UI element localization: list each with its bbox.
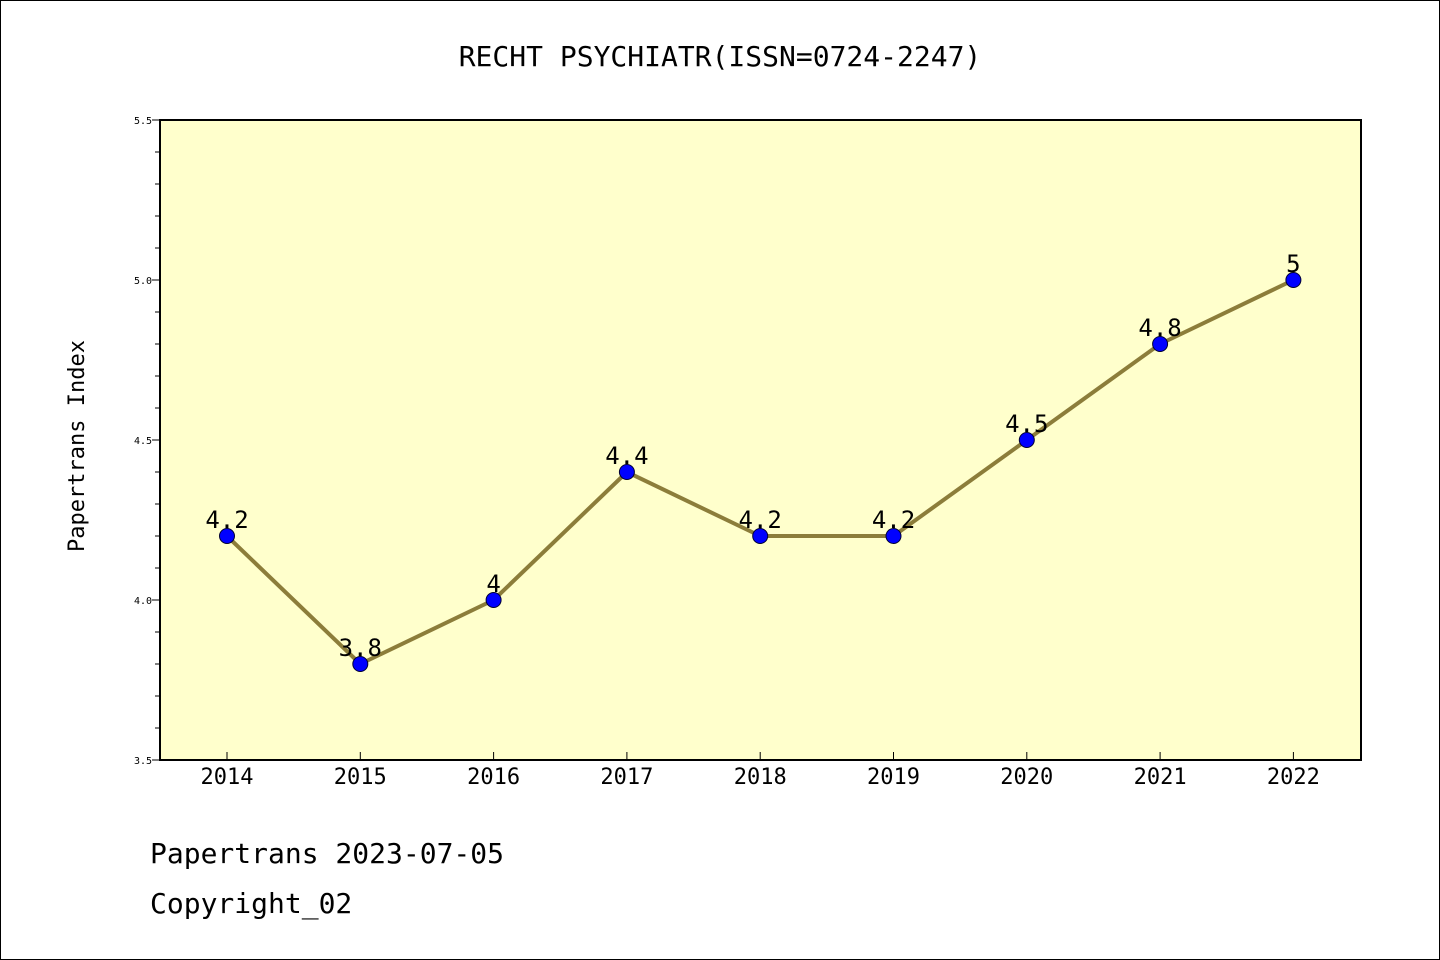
data-point [752,528,769,544]
footer-date-text: Papertrans 2023-07-05 [150,837,504,870]
footer-copyright-text: Copyright_02 [150,887,352,921]
data-point [1152,336,1169,352]
data-markers [219,272,1302,672]
data-label: 4.4 [605,442,648,470]
x-tick-label: 2019 [867,765,920,790]
data-point [485,592,502,608]
x-tick-label: 2016 [467,765,520,790]
data-point [885,528,902,544]
data-label: 4.5 [1005,410,1048,438]
data-label: 4.2 [872,506,915,534]
y-tick-label: 5.5 [134,116,152,127]
x-tick-label: 2022 [1267,765,1320,790]
x-tick-label: 2021 [1134,765,1187,790]
x-tick-label: 2018 [734,765,787,790]
data-point [1018,432,1035,448]
chart-title: RECHT PSYCHIATR(ISSN=0724-2247) [459,40,982,73]
data-point [618,464,635,480]
data-label: 4.8 [1138,314,1181,342]
data-point [1285,272,1302,288]
data-label: 5 [1286,250,1300,278]
y-axis-ticks: 3.5 4.0 4.5 5.0 5.5 [134,116,160,767]
data-labels: 4.2 3.8 4 4.4 4.2 4.2 4.5 4.8 5 [205,250,1300,662]
data-point [219,528,235,544]
data-label: 3.8 [339,634,382,662]
data-label: 4 [486,570,500,598]
x-tick-label: 2020 [1000,765,1053,790]
y-tick-label: 5.0 [134,276,152,287]
y-tick-label: 4.5 [134,436,152,447]
plot-area [159,119,1362,761]
x-tick-label: 2017 [600,765,653,790]
data-label: 4.2 [739,506,782,534]
data-point [352,656,369,672]
x-tick-label: 2014 [201,765,254,790]
y-tick-label: 3.5 [134,756,152,767]
y-tick-label: 4.0 [134,596,152,607]
y-axis-label: Papertrans Index [65,340,90,552]
data-label: 4.2 [205,506,248,534]
x-axis-ticks: 2014 2015 2016 2017 2018 2019 2020 2021 2022 [201,752,1320,790]
x-tick-label: 2015 [334,765,387,790]
